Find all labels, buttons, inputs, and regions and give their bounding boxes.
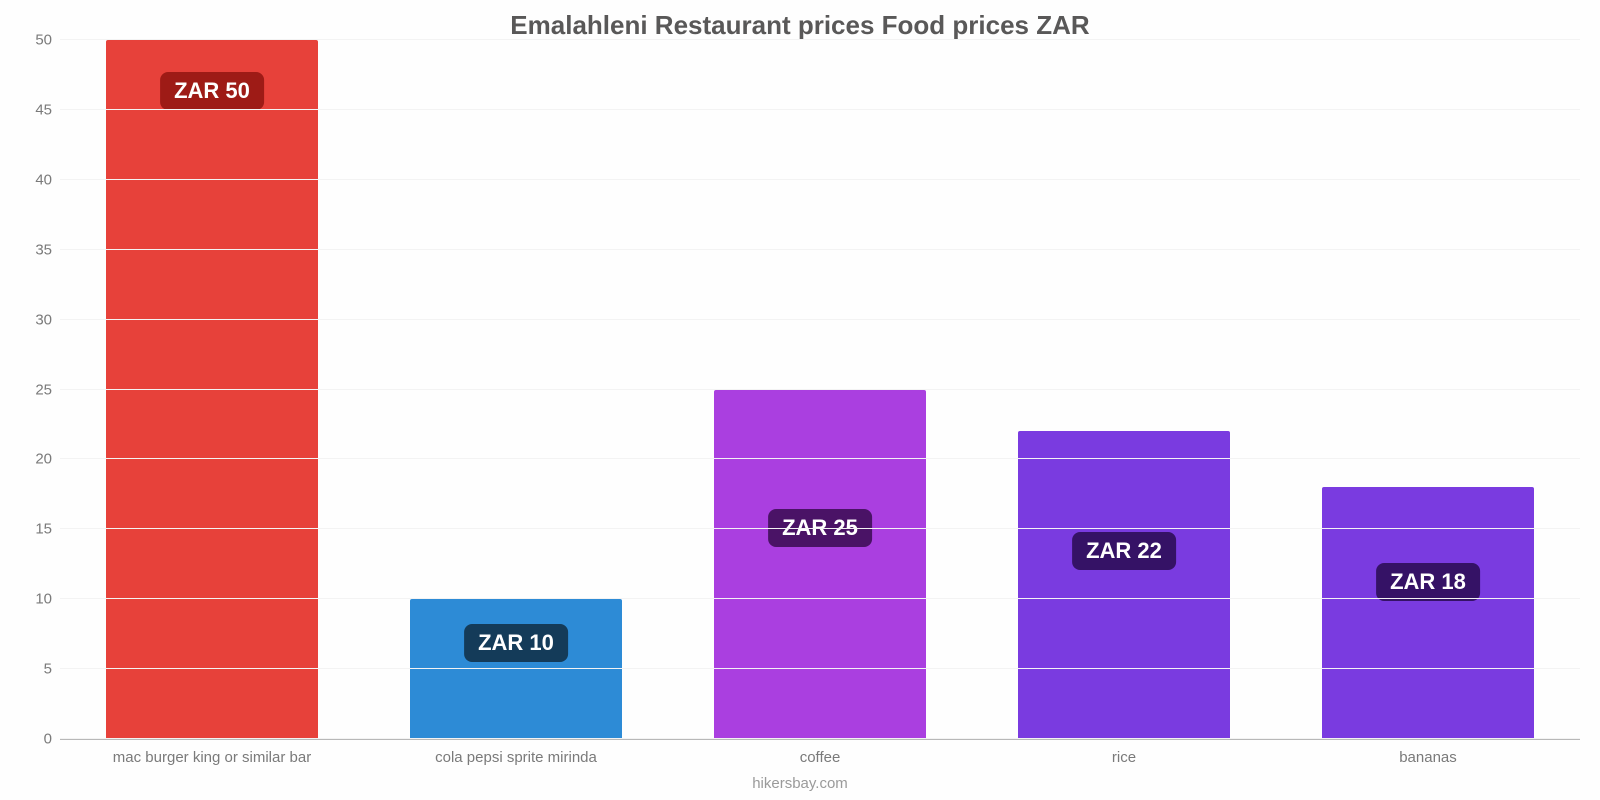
y-tick-label: 45	[35, 101, 60, 118]
y-tick-label: 15	[35, 521, 60, 538]
chart-title: Emalahleni Restaurant prices Food prices…	[0, 10, 1600, 41]
bar-slot: ZAR 50	[60, 40, 364, 739]
y-tick-label: 35	[35, 241, 60, 258]
grid-line	[60, 389, 1580, 390]
bar	[1018, 431, 1231, 739]
grid-line	[60, 319, 1580, 320]
x-axis-labels: mac burger king or similar barcola pepsi…	[60, 749, 1580, 766]
grid-line	[60, 39, 1580, 40]
bar	[106, 40, 319, 739]
x-tick-label: cola pepsi sprite mirinda	[364, 749, 668, 766]
y-tick-label: 5	[44, 661, 60, 678]
bars-container: ZAR 50 ZAR 10 ZAR 25 ZAR 22 ZAR 18	[60, 40, 1580, 739]
x-tick-label: mac burger king or similar bar	[60, 749, 364, 766]
x-tick-label: rice	[972, 749, 1276, 766]
price-bar-chart: Emalahleni Restaurant prices Food prices…	[0, 0, 1600, 800]
grid-line	[60, 179, 1580, 180]
bar-slot: ZAR 25	[668, 40, 972, 739]
grid-line	[60, 109, 1580, 110]
bar-slot: ZAR 18	[1276, 40, 1580, 739]
bar-value-label: ZAR 10	[464, 624, 568, 662]
y-tick-label: 40	[35, 171, 60, 188]
x-tick-label: bananas	[1276, 749, 1580, 766]
y-tick-label: 0	[44, 731, 60, 748]
bar-value-label: ZAR 22	[1072, 532, 1176, 570]
plot-area: ZAR 50ZAR 10ZAR 25ZAR 22ZAR 18 051015202…	[60, 40, 1580, 740]
grid-line	[60, 458, 1580, 459]
bar	[1322, 487, 1535, 739]
y-tick-label: 20	[35, 451, 60, 468]
y-tick-label: 25	[35, 381, 60, 398]
y-tick-label: 30	[35, 311, 60, 328]
grid-line	[60, 528, 1580, 529]
attribution-text: hikersbay.com	[0, 775, 1600, 792]
grid-line	[60, 738, 1580, 739]
bar-value-label: ZAR 50	[160, 72, 264, 110]
grid-line	[60, 598, 1580, 599]
y-tick-label: 10	[35, 591, 60, 608]
bar-value-label: ZAR 18	[1376, 563, 1480, 601]
bar-slot: ZAR 22	[972, 40, 1276, 739]
bar	[714, 390, 927, 740]
bar-slot: ZAR 10	[364, 40, 668, 739]
y-tick-label: 50	[35, 32, 60, 49]
grid-line	[60, 668, 1580, 669]
x-tick-label: coffee	[668, 749, 972, 766]
grid-line	[60, 249, 1580, 250]
